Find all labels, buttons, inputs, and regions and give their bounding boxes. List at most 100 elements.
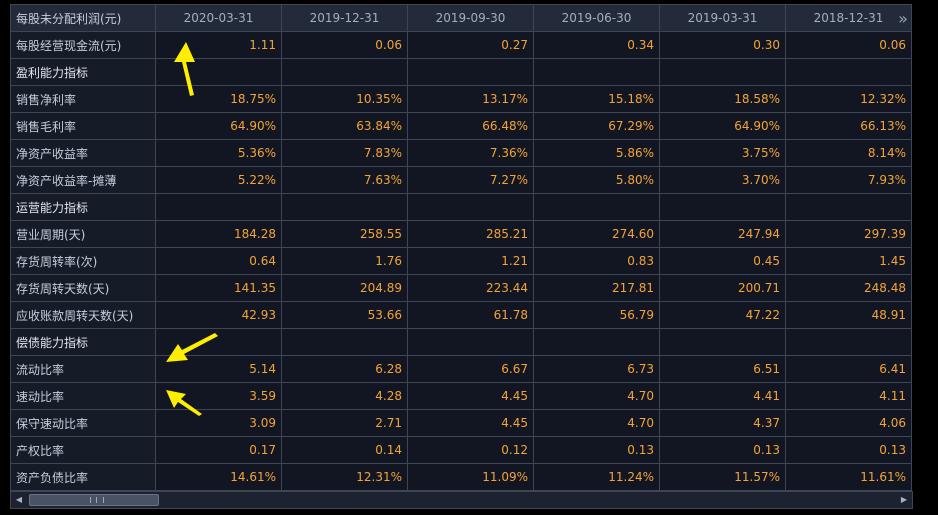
column-header-date[interactable]: 2018-12-31: [785, 4, 912, 32]
section-title: 偿债能力指标: [10, 328, 156, 356]
table-row: 净资产收益率-摊薄 5.22% 7.63% 7.27% 5.80% 3.70% 7.93%: [10, 166, 912, 194]
value-cell: 0.64: [155, 247, 282, 275]
value-cell: 5.80%: [533, 166, 660, 194]
value-cell: 248.48: [785, 274, 912, 302]
value-cell: 3.75%: [659, 139, 786, 167]
table-row: 产权比率 0.17 0.14 0.12 0.13 0.13 0.13: [10, 436, 912, 464]
row-label: 净资产收益率-摊薄: [10, 166, 156, 194]
value-cell: 7.83%: [281, 139, 408, 167]
value-cell: 247.94: [659, 220, 786, 248]
value-cell: 5.22%: [155, 166, 282, 194]
scroll-right-icon[interactable]: ▶: [900, 495, 908, 504]
value-cell: 7.36%: [407, 139, 534, 167]
table-row: 营业周期(天) 184.28 258.55 285.21 274.60 247.94 297…: [10, 220, 912, 248]
row-label: 营业周期(天): [10, 220, 156, 248]
section-title: 运营能力指标: [10, 193, 156, 221]
value-cell: 4.45: [407, 409, 534, 437]
value-cell: 4.70: [533, 382, 660, 410]
row-label: 保守速动比率: [10, 409, 156, 437]
value-cell: 11.24%: [533, 463, 660, 491]
value-cell: 184.28: [155, 220, 282, 248]
value-cell: 15.18%: [533, 85, 660, 113]
value-cell: [155, 193, 282, 221]
scrollbar-thumb[interactable]: [29, 494, 159, 506]
section-title: 盈利能力指标: [10, 58, 156, 86]
row-label: 应收账款周转天数(天): [10, 301, 156, 329]
row-label: 存货周转天数(天): [10, 274, 156, 302]
value-cell: 0.27: [407, 31, 534, 59]
value-cell: 274.60: [533, 220, 660, 248]
annotation-arrow-icon: [166, 333, 218, 362]
value-cell: 0.83: [533, 247, 660, 275]
value-cell: 4.70: [533, 409, 660, 437]
column-header-date[interactable]: 2020-03-31: [155, 4, 282, 32]
value-cell: [659, 58, 786, 86]
header-row: 每股未分配利润(元) 2020-03-31 2019-12-31 2019-09-30…: [10, 4, 912, 32]
scroll-left-icon[interactable]: ◀: [15, 495, 23, 504]
table-row: 应收账款周转天数(天) 42.93 53.66 61.78 56.79 47.22 48.9…: [10, 301, 912, 329]
value-cell: [533, 193, 660, 221]
value-cell: 285.21: [407, 220, 534, 248]
value-cell: 0.13: [785, 436, 912, 464]
value-cell: 67.29%: [533, 112, 660, 140]
value-cell: 3.70%: [659, 166, 786, 194]
table-row: 速动比率 3.59 4.28 4.45 4.70 4.41 4.11: [10, 382, 912, 410]
value-cell: 10.35%: [281, 85, 408, 113]
column-header-date[interactable]: 2019-12-31: [281, 4, 408, 32]
table-row: 销售净利率 18.75% 10.35% 13.17% 15.18% 18.58% 12.32…: [10, 85, 912, 113]
value-cell: 42.93: [155, 301, 282, 329]
value-cell: 11.09%: [407, 463, 534, 491]
value-cell: 0.17: [155, 436, 282, 464]
value-cell: 61.78: [407, 301, 534, 329]
value-cell: 4.06: [785, 409, 912, 437]
row-label: 净资产收益率: [10, 139, 156, 167]
value-cell: 66.13%: [785, 112, 912, 140]
value-cell: [785, 328, 912, 356]
value-cell: 6.51: [659, 355, 786, 383]
value-cell: 0.06: [281, 31, 408, 59]
row-label: 销售毛利率: [10, 112, 156, 140]
row-label: 流动比率: [10, 355, 156, 383]
double-chevron-right-icon[interactable]: »: [898, 9, 908, 28]
value-cell: 13.17%: [407, 85, 534, 113]
value-cell: 7.93%: [785, 166, 912, 194]
table-row: 销售毛利率 64.90% 63.84% 66.48% 67.29% 64.90% 66.13…: [10, 112, 912, 140]
value-cell: 0.12: [407, 436, 534, 464]
value-cell: 2.71: [281, 409, 408, 437]
value-cell: 297.39: [785, 220, 912, 248]
value-cell: 0.34: [533, 31, 660, 59]
value-cell: 200.71: [659, 274, 786, 302]
value-cell: 6.67: [407, 355, 534, 383]
value-cell: 18.75%: [155, 85, 282, 113]
value-cell: [407, 328, 534, 356]
value-cell: [407, 193, 534, 221]
value-cell: 4.11: [785, 382, 912, 410]
value-cell: 217.81: [533, 274, 660, 302]
value-cell: 66.48%: [407, 112, 534, 140]
row-label: 存货周转率(次): [10, 247, 156, 275]
value-cell: [785, 58, 912, 86]
column-header-date[interactable]: 2019-09-30: [407, 4, 534, 32]
row-label: 资产负债比率: [10, 463, 156, 491]
annotation-arrow-icon: [166, 390, 202, 416]
table-row: 净资产收益率 5.36% 7.83% 7.36% 5.86% 3.75% 8.14%: [10, 139, 912, 167]
value-cell: 4.37: [659, 409, 786, 437]
section-row: 运营能力指标: [10, 193, 912, 221]
value-cell: [533, 58, 660, 86]
value-cell: 0.14: [281, 436, 408, 464]
value-cell: 141.35: [155, 274, 282, 302]
table-row: 流动比率 5.14 6.28 6.67 6.73 6.51 6.41: [10, 355, 912, 383]
value-cell: 18.58%: [659, 85, 786, 113]
value-cell: 11.57%: [659, 463, 786, 491]
table-row: 保守速动比率 3.09 2.71 4.45 4.70 4.37 4.06: [10, 409, 912, 437]
value-cell: 6.28: [281, 355, 408, 383]
value-cell: 64.90%: [659, 112, 786, 140]
horizontal-scrollbar[interactable]: ◀ ▶: [10, 491, 913, 509]
section-row: 偿债能力指标: [10, 328, 912, 356]
value-cell: 0.13: [659, 436, 786, 464]
value-cell: 64.90%: [155, 112, 282, 140]
grip-icon: [90, 497, 104, 503]
row-label: 速动比率: [10, 382, 156, 410]
column-header-date[interactable]: 2019-06-30: [533, 4, 660, 32]
column-header-date[interactable]: 2019-03-31: [659, 4, 786, 32]
